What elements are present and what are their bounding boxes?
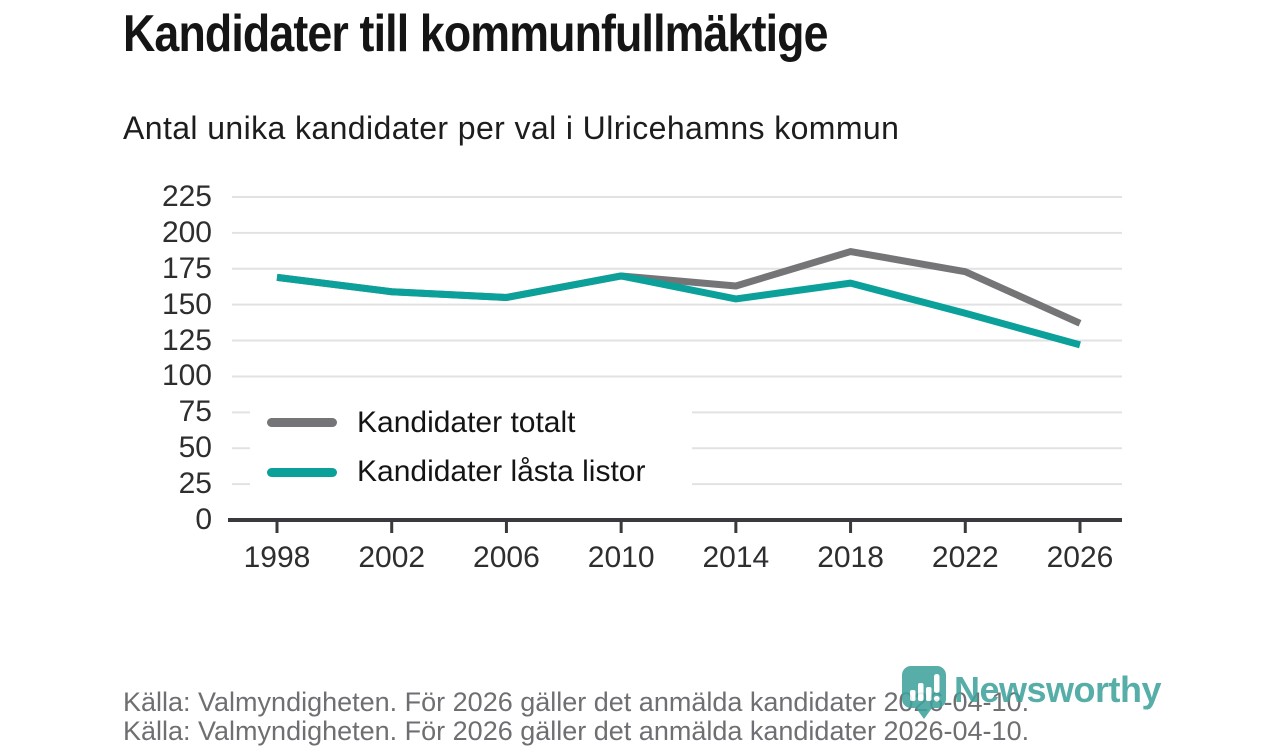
source-note-clipped: Källa: Valmyndigheten. För 2026 gäller d…: [123, 716, 1030, 746]
y-tick-label-200: 200: [161, 215, 212, 249]
legend-label-totalt: Kandidater totalt: [357, 405, 576, 439]
x-tick-label-2006: 2006: [473, 541, 540, 574]
chart-subtitle: Antal unika kandidater per val i Ulriceh…: [123, 110, 900, 146]
y-tick-label-150: 150: [161, 287, 212, 321]
x-tick-label-2002: 2002: [358, 541, 426, 574]
y-tick-label-25: 25: [178, 467, 212, 501]
legend-row-totalt: Kandidater totalt: [267, 399, 692, 447]
newsworthy-pin-barchart-icon: [902, 666, 946, 719]
newsworthy-logo: Newsworthy: [901, 665, 1162, 720]
x-tick-label-2014: 2014: [702, 541, 770, 574]
series-line-kandidater-l-sta-listor: [276, 272, 1081, 349]
legend-swatch-lasta-listor: [267, 467, 337, 477]
x-tick-label-2010: 2010: [587, 541, 655, 574]
y-tick-label-75: 75: [178, 395, 212, 429]
y-tick-label-175: 175: [161, 251, 212, 285]
y-tick-label-50: 50: [178, 431, 212, 465]
legend-row-lasta-listor: Kandidater låsta listor: [267, 448, 692, 496]
legend-label-lasta-listor: Kandidater låsta listor: [357, 455, 646, 489]
legend-swatch-totalt: [267, 418, 337, 428]
x-tick-label-2026: 2026: [1046, 541, 1114, 574]
y-tick-label-100: 100: [161, 359, 212, 393]
x-tick-label-2022: 2022: [931, 541, 999, 574]
newsworthy-wordmark: Newsworthy: [954, 669, 1162, 710]
page-title: Kandidater till kommunfullmäktige: [123, 5, 828, 63]
chart-legend: Kandidater totalt Kandidater låsta listo…: [250, 398, 692, 497]
line-chart-canvas: [228, 196, 1122, 533]
source-note: Källa: Valmyndigheten. För 2026 gäller d…: [123, 687, 1030, 717]
y-tick-label-225: 225: [161, 180, 212, 213]
y-tick-label-0: 0: [195, 503, 212, 536]
x-tick-label-2018: 2018: [817, 541, 884, 574]
y-tick-label-125: 125: [161, 323, 212, 357]
x-tick-label-1998: 1998: [243, 541, 311, 574]
